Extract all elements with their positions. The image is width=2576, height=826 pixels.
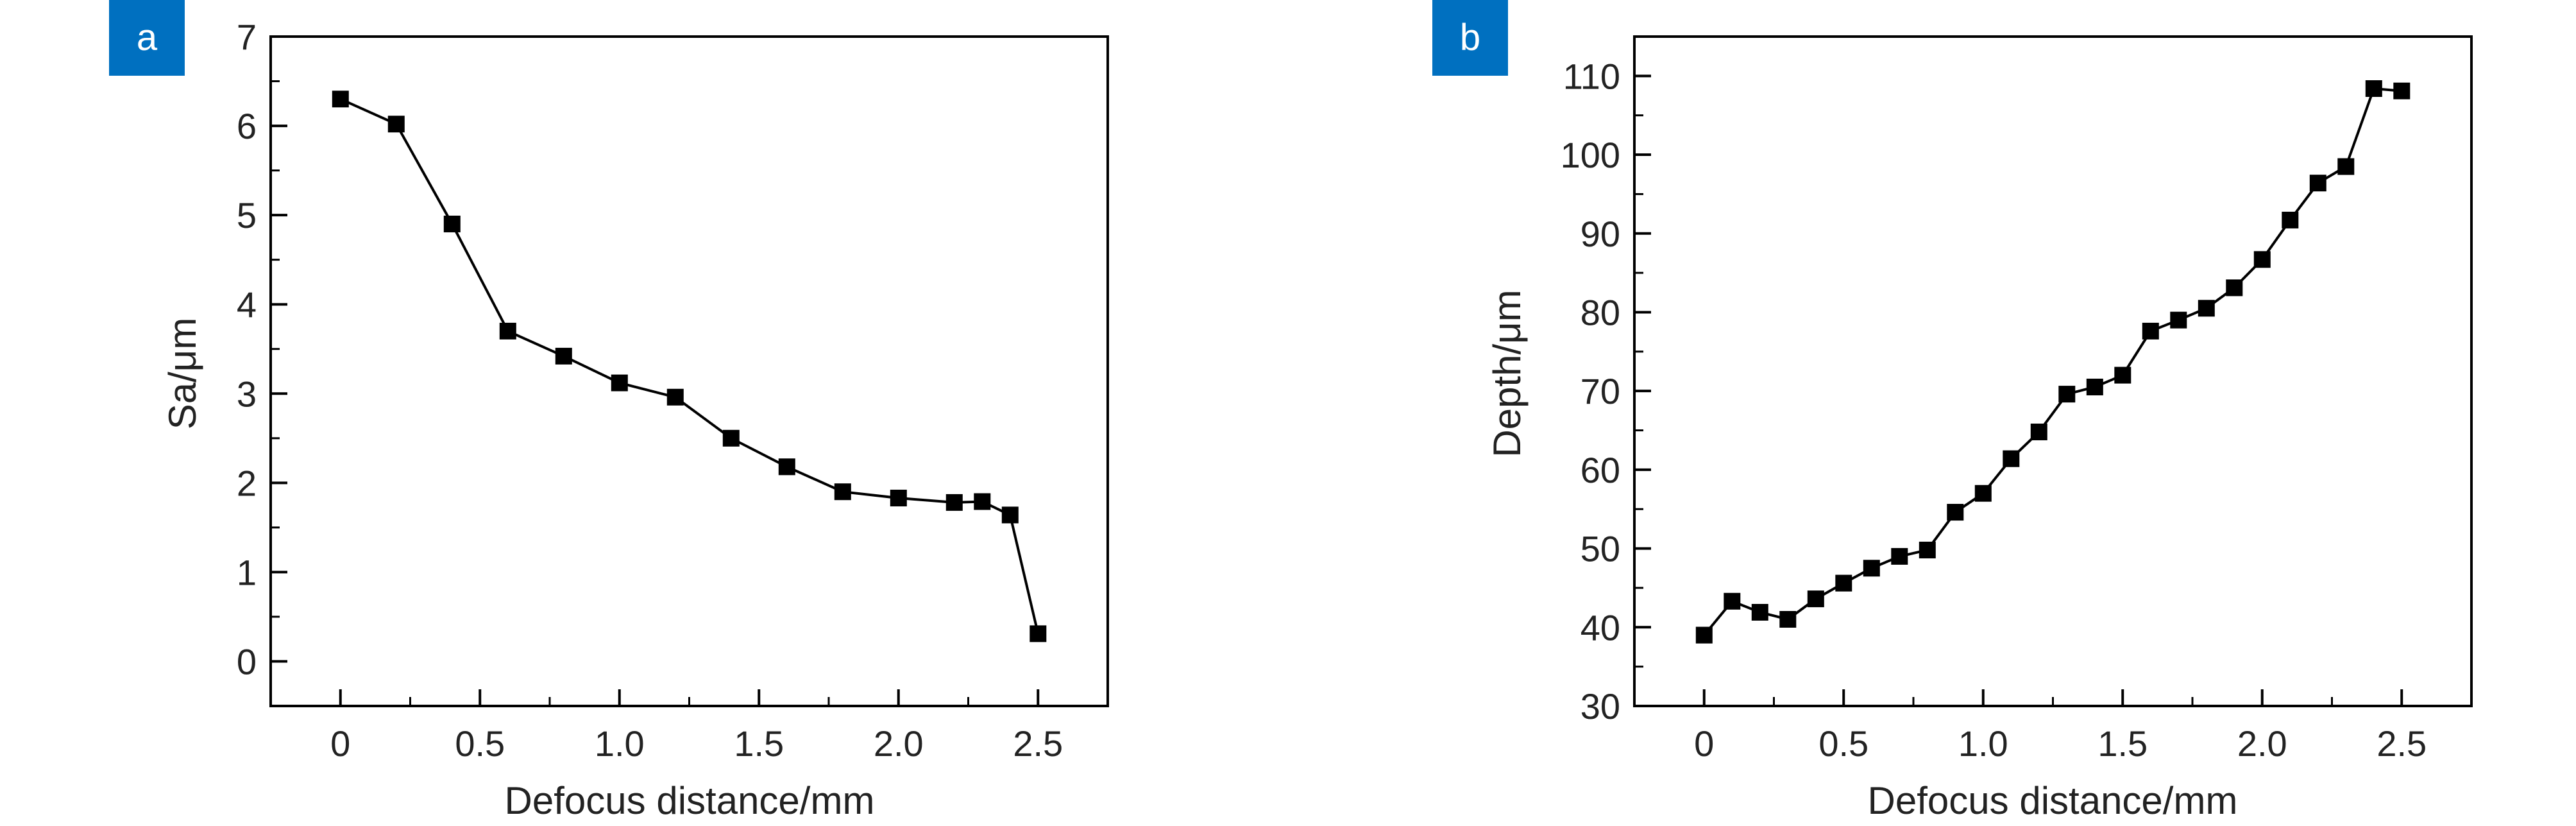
data-point (1835, 574, 1852, 592)
y-tick-label: 40 (1580, 607, 1620, 648)
y-axis-title-b: Depth/μm (1486, 289, 1529, 457)
x-tick-label: 0.5 (1818, 723, 1868, 764)
x-axis-title-b: Defocus distance/mm (1868, 779, 2238, 822)
y-axis-title-a: Sa/μm (161, 318, 204, 430)
data-point (1001, 506, 1019, 524)
data-point (2365, 80, 2382, 97)
data-point (2086, 379, 2103, 395)
y-tick-label: 30 (1580, 686, 1620, 727)
data-point (1807, 590, 1824, 608)
y-tick-label: 50 (1580, 529, 1620, 569)
x-tick-label: 1.5 (2097, 723, 2148, 764)
x-tick-label: 0 (1694, 723, 1714, 764)
panel-badge-b (1432, 0, 1508, 76)
x-tick-label: 0 (330, 723, 350, 764)
data-point (2337, 158, 2355, 175)
data-point (666, 388, 684, 406)
x-tick-label: 2.0 (874, 723, 924, 764)
x-tick-label: 2.0 (2237, 723, 2287, 764)
data-point (2309, 175, 2326, 192)
series-line (1703, 87, 2402, 636)
data-point (611, 374, 628, 391)
data-point (2226, 279, 2243, 297)
y-tick-label: 3 (237, 374, 257, 414)
y-tick-label: 70 (1580, 371, 1620, 411)
data-point (2282, 211, 2299, 228)
x-tick-label: 0.5 (455, 723, 505, 764)
data-point (2393, 82, 2411, 99)
y-tick-label: 60 (1580, 450, 1620, 490)
x-tick-label: 1.0 (595, 723, 645, 764)
data-point (499, 322, 516, 340)
data-point (2198, 300, 2215, 317)
y-tick-label: 5 (237, 195, 257, 236)
data-point (2142, 322, 2159, 340)
plot-frame-a (269, 35, 1109, 707)
data-point (2114, 366, 2131, 384)
data-point (1779, 611, 1797, 628)
chart-panel-a: a 0 0.5 1.0 1.5 2.0 2.5 0 1 2 3 4 5 6 7 Defocus dista… (109, 0, 1109, 822)
data-point (555, 347, 572, 365)
data-point (1974, 485, 1992, 502)
y-tick-label: 110 (1563, 56, 1620, 96)
plot-area-b: 0 0.5 1.0 1.5 2.0 2.5 30 40 50 60 70 80 90 100 110 (1561, 35, 2473, 764)
data-point (1030, 625, 1047, 642)
y-tick-label: 4 (237, 284, 257, 325)
data-point (1891, 547, 1908, 565)
chart-panel-b: b 0 0.5 1.0 1.5 2.0 2.5 30 40 50 60 70 80 90 100 110 D… (1432, 0, 2473, 822)
x-tick-label: 1.0 (1958, 723, 2008, 764)
x-axis-title-a: Defocus distance/mm (505, 779, 875, 822)
y-tick-label: 80 (1580, 292, 1620, 332)
data-point (2253, 251, 2271, 268)
data-point (945, 494, 963, 511)
data-point (1919, 542, 1936, 558)
y-tick-label: 6 (237, 106, 257, 146)
panel-label-a: a (137, 17, 158, 58)
data-point (387, 116, 405, 133)
y-tick-label: 100 (1561, 135, 1620, 175)
data-point (2003, 450, 2020, 467)
x-tick-label: 2.5 (2377, 723, 2427, 764)
data-point (443, 216, 461, 232)
plot-area-a: 0 0.5 1.0 1.5 2.0 2.5 0 1 2 3 4 5 6 7 (237, 17, 1109, 764)
data-point (2170, 311, 2187, 329)
data-point (778, 458, 795, 476)
data-point (1863, 560, 1880, 577)
data-point (2030, 424, 2047, 440)
panel-label-b: b (1460, 17, 1480, 58)
data-point (722, 429, 740, 447)
y-tick-label: 1 (237, 552, 257, 592)
data-point (1695, 626, 1713, 644)
data-point (890, 490, 907, 506)
data-point (2058, 386, 2076, 403)
data-point (1947, 504, 1964, 521)
data-point (834, 483, 851, 501)
data-point (974, 493, 991, 510)
x-tick-label: 1.5 (734, 723, 784, 764)
panel-badge-a (109, 0, 185, 76)
y-tick-label: 7 (237, 17, 257, 57)
series-line (339, 98, 1040, 634)
data-point (332, 90, 349, 108)
y-tick-label: 90 (1580, 214, 1620, 254)
data-point (1724, 592, 1741, 610)
data-point (1751, 604, 1768, 621)
y-tick-label: 2 (237, 463, 257, 503)
x-tick-label: 2.5 (1013, 723, 1063, 764)
y-tick-label: 0 (237, 641, 257, 682)
